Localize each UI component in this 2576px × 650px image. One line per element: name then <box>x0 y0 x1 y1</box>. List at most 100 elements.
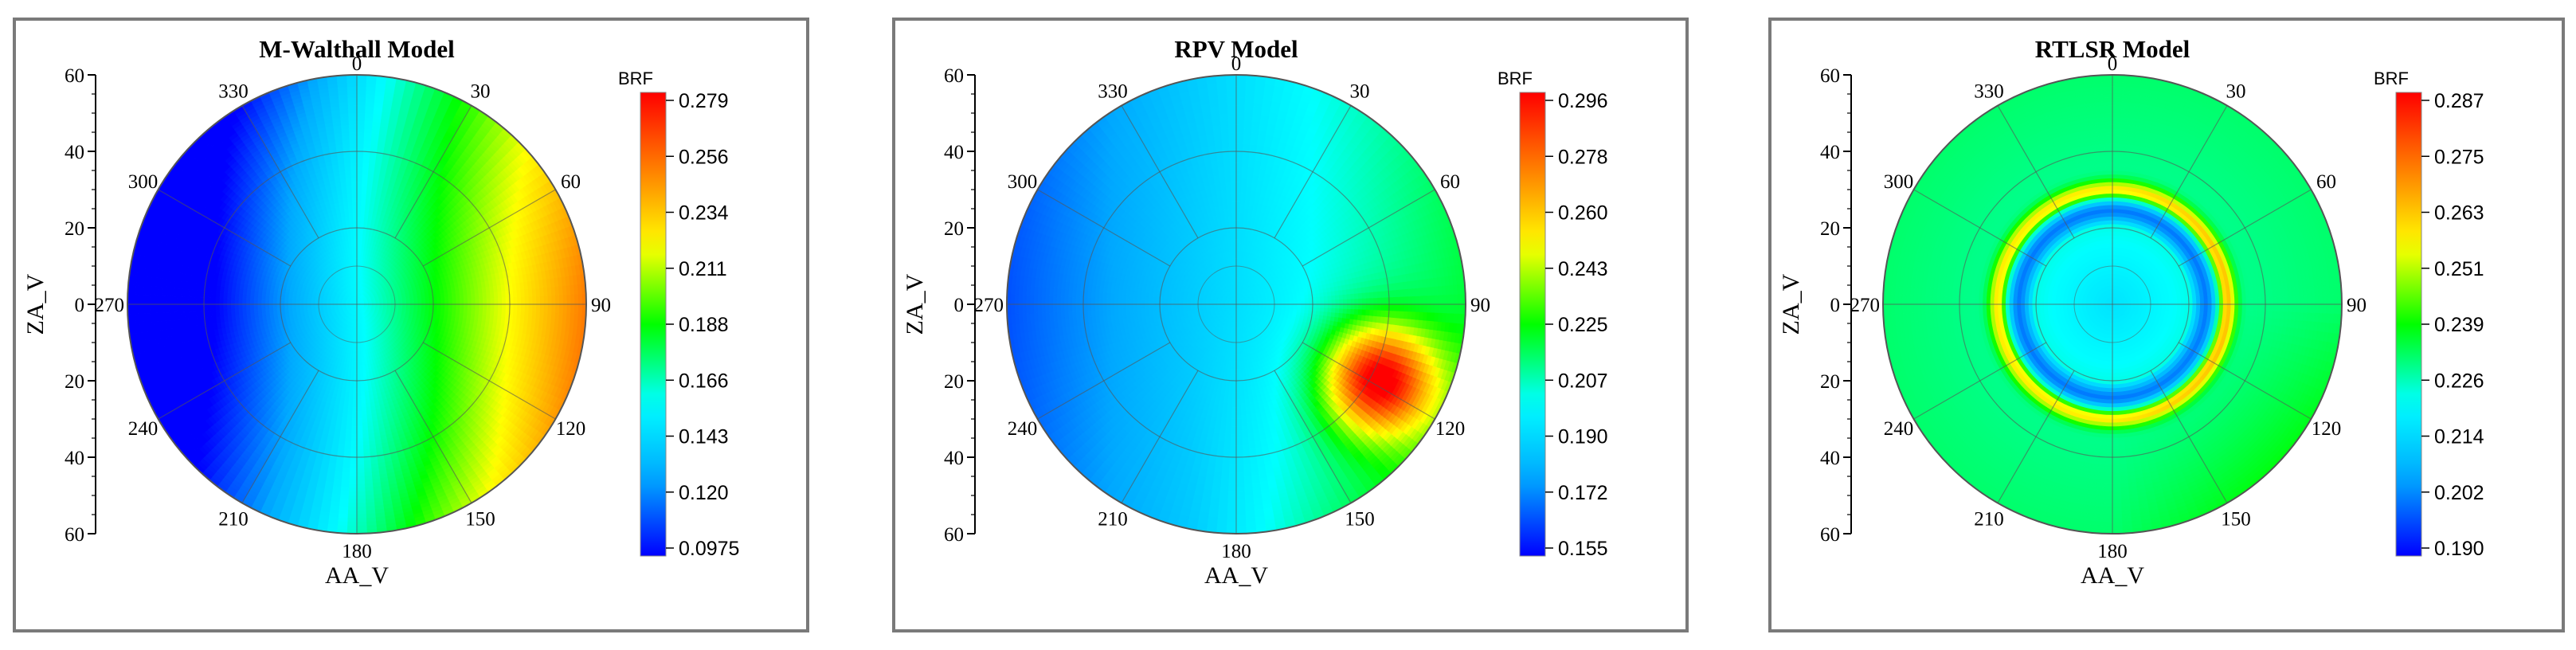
contour-cell <box>268 303 273 309</box>
contour-cell <box>345 429 352 435</box>
contour-cell <box>361 193 367 198</box>
contour-cell <box>361 414 367 420</box>
contour-cell <box>346 406 353 412</box>
contour-cell <box>346 197 353 202</box>
contour-cell <box>413 298 419 303</box>
contour-cell <box>226 303 232 311</box>
contour-cell <box>249 308 255 315</box>
contour-cell <box>276 303 281 308</box>
contour-cell <box>284 310 289 315</box>
contour-cell <box>471 299 476 305</box>
contour-cell <box>345 433 352 439</box>
contour-cell <box>425 297 430 302</box>
contour-cell <box>356 380 361 386</box>
contour-cell <box>346 189 353 194</box>
contour-cell <box>360 212 366 217</box>
contour-cell <box>437 307 441 312</box>
contour-cell <box>467 299 472 305</box>
contour-cell <box>364 394 370 400</box>
contour-cell <box>268 311 274 316</box>
contour-cell <box>253 312 259 319</box>
contour-cell <box>362 182 368 187</box>
contour-cell <box>360 384 365 389</box>
contour-cell <box>459 308 464 315</box>
contour-cell <box>448 300 453 305</box>
contour-cell <box>350 239 355 244</box>
contour-cell <box>463 308 468 315</box>
contour-cell <box>245 308 251 315</box>
contour-cell <box>356 204 362 209</box>
contour-cell <box>425 294 430 299</box>
contour-cell <box>346 231 351 237</box>
contour-cell <box>351 189 358 194</box>
contour-cell <box>237 293 243 300</box>
contour-cell <box>284 307 289 311</box>
contour-cell <box>353 380 358 386</box>
contour-cell <box>479 298 483 305</box>
contour-cell <box>360 208 366 213</box>
contour-cell <box>356 189 362 194</box>
contour-cell <box>253 308 259 314</box>
contour-cell <box>459 294 464 300</box>
contour-cell <box>347 399 354 405</box>
contour-cell <box>245 303 251 310</box>
contour-cell <box>226 298 232 305</box>
contour-cell <box>351 418 358 424</box>
contour-cell <box>474 293 480 300</box>
contour-cell <box>249 303 254 310</box>
contour-cell <box>482 303 487 311</box>
contour-cell <box>356 216 362 221</box>
contour-cell <box>343 201 349 206</box>
contour-cell <box>253 303 258 310</box>
contour-cell <box>249 294 255 300</box>
contour-cell <box>268 296 274 301</box>
contour-cell <box>448 296 453 301</box>
contour-cell <box>268 300 273 305</box>
contour-cell <box>444 296 449 301</box>
contour-cell <box>253 295 259 300</box>
contour-cell <box>253 290 259 296</box>
contour-cell <box>350 231 354 237</box>
contour-cell <box>429 300 434 305</box>
contour-cell <box>444 303 449 309</box>
contour-cell <box>361 410 367 416</box>
contour-cell <box>356 395 362 401</box>
contour-cell <box>350 182 358 186</box>
contour-cell <box>452 303 457 309</box>
contour-cell <box>356 433 363 439</box>
contour-cell <box>349 387 354 393</box>
contour-cell <box>230 303 235 311</box>
contour-cell <box>241 299 247 305</box>
contour-cell <box>237 308 243 315</box>
contour-cell <box>455 295 460 300</box>
contour-cell <box>356 407 362 412</box>
contour-cell <box>356 376 361 382</box>
contour-cell <box>447 291 452 297</box>
contour-cell <box>362 433 369 439</box>
contour-cell <box>440 303 445 309</box>
contour-cell <box>241 303 247 310</box>
contour-cell <box>356 399 362 405</box>
contour-cell <box>356 197 362 202</box>
contour-cell <box>356 426 363 431</box>
contour-cell <box>486 303 491 311</box>
contour-cell <box>264 307 270 313</box>
contour-cell <box>482 292 487 300</box>
contour-cell <box>467 308 472 315</box>
contour-cell <box>237 299 243 305</box>
contour-cell <box>359 372 364 378</box>
contour-cell <box>358 361 363 366</box>
contour-cell <box>448 303 453 309</box>
contour-cell <box>452 300 457 305</box>
contour-cell <box>360 395 366 401</box>
contour-cell <box>452 295 457 301</box>
contour-cell <box>352 391 358 397</box>
contour-cell <box>256 295 262 301</box>
contour-cell <box>272 303 277 308</box>
contour-cell <box>362 429 369 435</box>
contour-cell <box>353 384 358 389</box>
contour-cell <box>347 402 353 408</box>
contour-cell <box>350 433 358 439</box>
chart-m-walthall: M-Walthall Model030609012015018021024027… <box>22 35 739 589</box>
contour-cell <box>362 372 367 378</box>
